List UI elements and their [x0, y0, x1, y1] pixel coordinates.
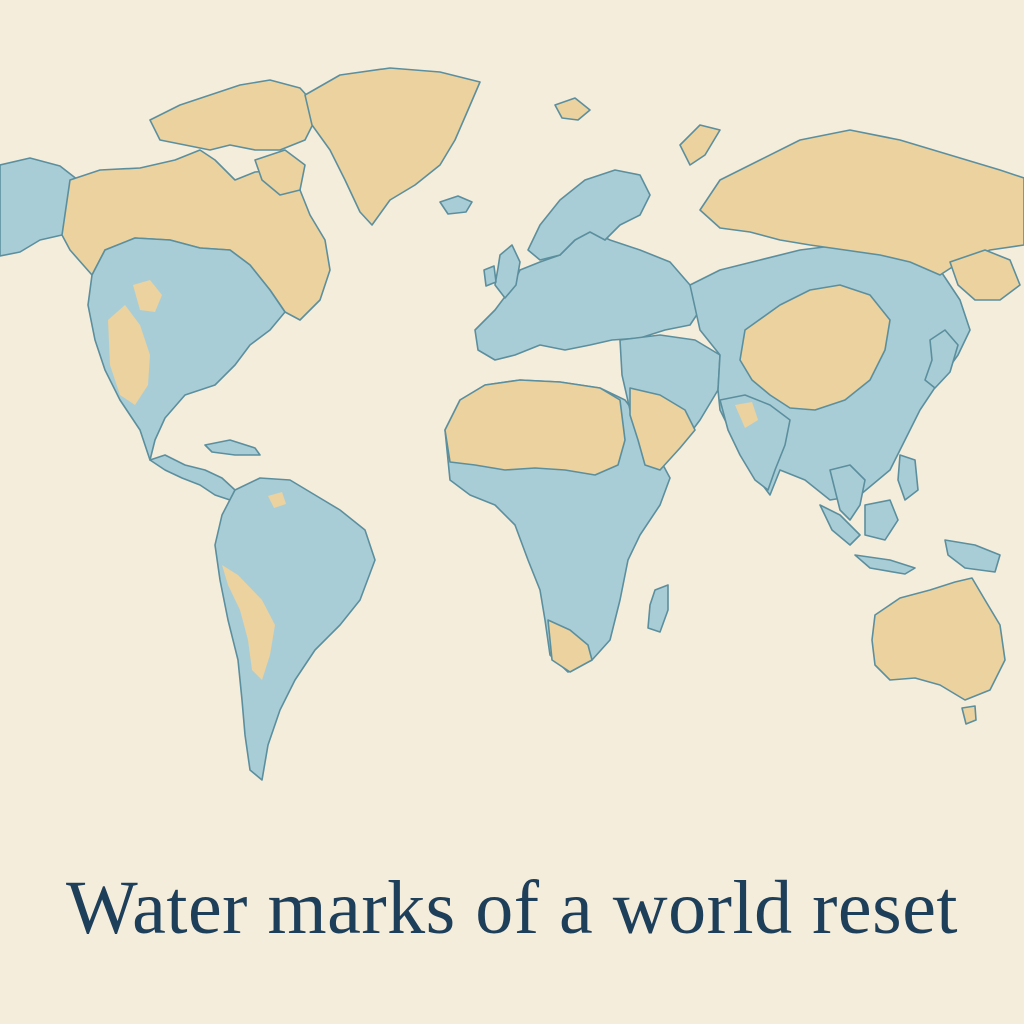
north-america — [0, 67, 481, 501]
region-greenland — [304, 67, 481, 226]
region-australia — [871, 577, 1006, 701]
region-siberia — [699, 129, 1024, 276]
region-tasmania — [961, 705, 977, 725]
europe — [439, 97, 701, 361]
region-novaya-zemlya — [679, 124, 721, 166]
map-caption: Water marks of a world reset — [65, 866, 959, 950]
patch-andes — [222, 565, 275, 680]
region-philippines — [897, 454, 919, 501]
region-kamchatka — [949, 249, 1021, 301]
africa — [444, 379, 671, 673]
middle-east — [619, 334, 721, 471]
region-southern-africa — [547, 619, 593, 673]
region-arabia — [629, 387, 696, 471]
region-java — [854, 554, 916, 575]
region-baffin — [254, 149, 306, 196]
region-india — [719, 394, 791, 491]
asia — [679, 124, 1024, 575]
region-britain — [494, 244, 521, 299]
region-iceland — [439, 195, 473, 215]
region-borneo — [864, 499, 899, 541]
region-south-america — [214, 477, 376, 781]
patch-guiana — [268, 492, 286, 508]
patch-thar — [735, 402, 758, 428]
region-madagascar — [647, 584, 669, 633]
region-japan — [924, 329, 959, 389]
region-new-guinea — [944, 539, 1001, 573]
region-svalbard — [554, 97, 591, 121]
region-central-america — [149, 454, 236, 501]
region-sahara — [444, 379, 626, 476]
region-indochina — [829, 464, 866, 521]
oceania — [871, 577, 1006, 725]
region-arctic-islands — [149, 79, 321, 151]
region-ireland — [483, 265, 497, 287]
region-sumatra — [819, 504, 861, 546]
patch-us-rockies — [133, 280, 162, 312]
region-cuba — [204, 439, 261, 456]
patch-us-southwest — [108, 305, 150, 405]
region-central-asia — [739, 284, 891, 411]
south-america — [214, 477, 376, 781]
region-scandinavia — [527, 169, 651, 261]
